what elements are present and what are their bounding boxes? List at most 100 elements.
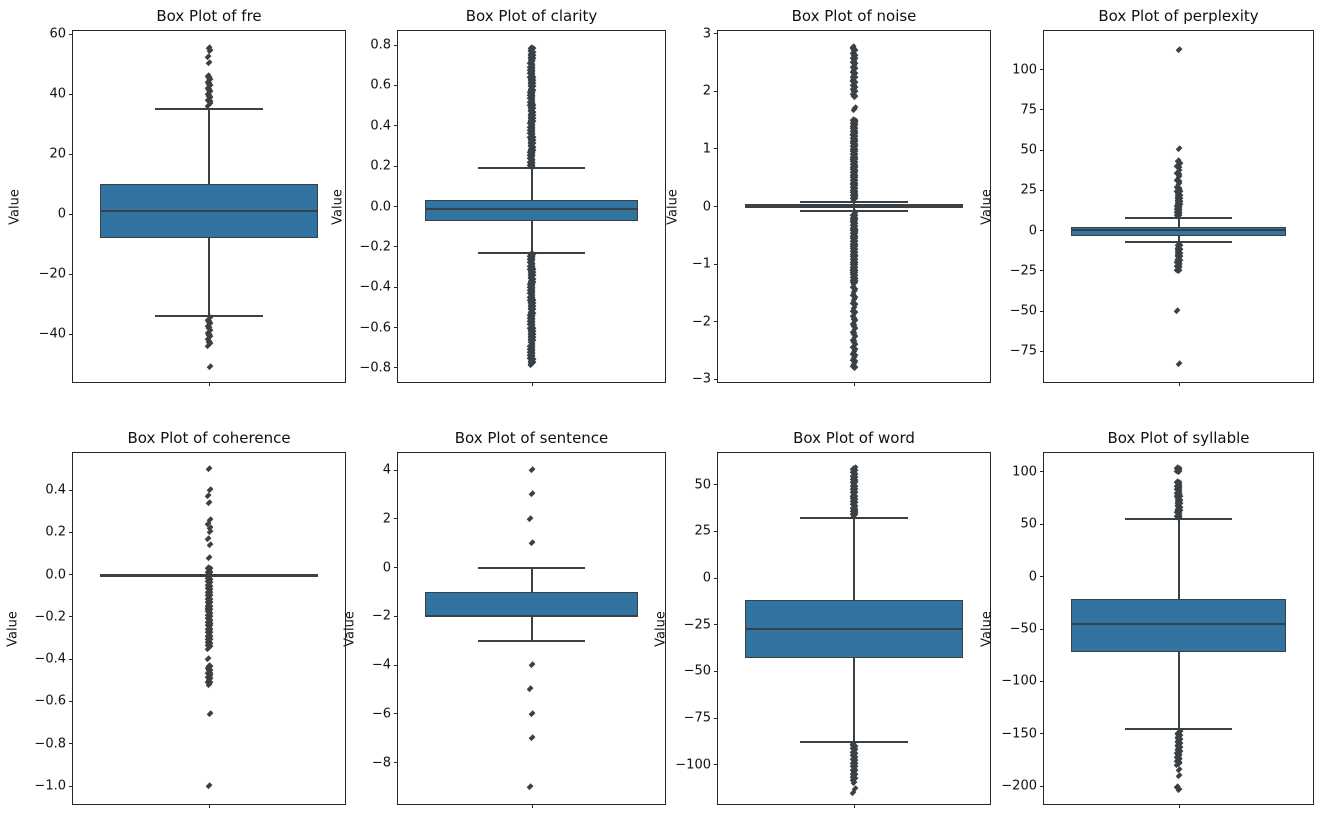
y-tick-label: 0.4: [370, 118, 391, 134]
y-tick-mark: [69, 700, 73, 702]
y-tick-label: −1.0: [34, 778, 66, 794]
y-tick-mark: [69, 213, 73, 215]
x-tick-mark: [531, 382, 533, 386]
y-tick-label: 40: [49, 86, 66, 102]
lower-whisker: [530, 616, 533, 641]
outlier-diamond: [1175, 786, 1183, 795]
y-axis-label: Value: [7, 188, 23, 225]
y-tick-mark: [1040, 230, 1044, 232]
lower-whisker: [853, 658, 855, 743]
plot-title: Box Plot of sentence: [454, 429, 609, 447]
y-tick-label: 0: [1028, 223, 1037, 239]
y-axis-label: Value: [979, 188, 995, 225]
outlier-diamond: [204, 655, 212, 663]
x-tick-mark: [1178, 382, 1180, 386]
y-tick-label: −50: [1009, 303, 1037, 319]
y-tick-mark: [394, 125, 398, 127]
y-axis-label: Value: [342, 610, 358, 647]
y-tick-mark: [714, 577, 718, 579]
lower-whisker: [853, 208, 855, 212]
y-tick-label: 0: [702, 199, 711, 214]
y-tick-mark: [394, 762, 398, 764]
y-tick-mark: [69, 658, 73, 660]
y-tick-label: 4: [382, 462, 391, 478]
y-tick-label: −25: [1009, 263, 1037, 279]
y-tick-label: 0.2: [45, 524, 66, 540]
y-tick-mark: [1040, 270, 1044, 272]
outlier-diamond: [205, 553, 214, 562]
outlier-diamond: [528, 539, 536, 547]
iqr-box: [424, 591, 639, 617]
median-line: [424, 208, 639, 211]
outlier-diamond: [206, 710, 214, 718]
y-tick-mark: [1040, 733, 1044, 735]
y-tick-label: −100: [675, 757, 711, 773]
lower-whisker: [208, 238, 210, 316]
y-tick-label: 0.4: [45, 482, 66, 498]
y-tick-mark: [394, 567, 398, 569]
y-tick-label: −20: [38, 266, 66, 282]
x-tick-mark: [1178, 804, 1180, 808]
y-tick-label: −100: [1001, 673, 1037, 689]
y-tick-label: 50: [694, 477, 711, 493]
y-tick-mark: [394, 469, 398, 471]
outlier-diamond: [528, 734, 536, 742]
y-tick-label: 3: [702, 26, 711, 42]
y-tick-label: −0.4: [34, 651, 66, 667]
y-tick-label: 60: [49, 26, 66, 42]
y-tick-label: −75: [1009, 343, 1037, 359]
y-tick-label: −25: [683, 617, 711, 633]
y-tick-label: −2: [691, 314, 711, 330]
outlier-diamond: [205, 782, 213, 790]
lower-whisker: [530, 220, 533, 253]
y-tick-mark: [714, 321, 718, 323]
y-axis-label: Value: [979, 610, 995, 647]
y-tick-label: −1: [691, 256, 711, 272]
iqr-box: [424, 200, 639, 221]
y-tick-label: 0: [57, 206, 66, 222]
lower-whisker-cap: [478, 639, 585, 642]
outlier-diamond: [526, 515, 535, 523]
outlier-diamond: [1173, 307, 1182, 315]
y-tick-label: 50: [1020, 516, 1037, 532]
y-axis-label: Value: [5, 610, 21, 647]
y-tick-mark: [714, 206, 718, 207]
y-tick-label: 50: [1020, 142, 1037, 158]
y-tick-label: 0: [702, 570, 711, 586]
plot-title: Box Plot of perplexity: [1098, 7, 1259, 25]
y-tick-label: −8: [371, 755, 391, 771]
upper-whisker: [208, 109, 210, 184]
y-tick-mark: [394, 44, 398, 46]
y-tick-label: −0.2: [359, 239, 391, 255]
plot-title: Box Plot of clarity: [465, 7, 598, 25]
y-tick-mark: [714, 378, 718, 380]
outlier-diamond: [851, 103, 859, 112]
y-tick-mark: [1040, 785, 1044, 787]
y-tick-label: −150: [1001, 726, 1037, 742]
y-tick-label: −50: [1009, 621, 1037, 637]
y-tick-mark: [394, 206, 398, 207]
outlier-diamond: [206, 363, 214, 371]
y-tick-label: −0.6: [34, 693, 66, 709]
y-tick-label: 0.6: [370, 77, 391, 93]
y-tick-label: −200: [1001, 778, 1037, 794]
upper-whisker: [1177, 217, 1180, 227]
upper-whisker: [530, 567, 533, 592]
y-tick-mark: [714, 624, 718, 626]
plot-title: Box Plot of coherence: [127, 429, 291, 447]
y-tick-mark: [1040, 109, 1044, 111]
median-line: [424, 615, 639, 618]
y-tick-mark: [1040, 69, 1044, 71]
y-tick-mark: [394, 286, 398, 288]
y-tick-label: −2: [371, 608, 391, 624]
y-tick-label: 0: [382, 560, 391, 576]
y-tick-mark: [394, 327, 398, 329]
plot-title: Box Plot of fre: [156, 7, 262, 25]
outlier-diamond: [1174, 144, 1183, 153]
y-tick-label: 75: [1020, 102, 1037, 118]
outlier-diamond: [526, 685, 535, 694]
outlier-diamond: [204, 492, 212, 501]
upper-whisker-cap: [478, 566, 585, 569]
y-tick-label: −75: [683, 710, 711, 726]
y-tick-mark: [1040, 149, 1044, 151]
